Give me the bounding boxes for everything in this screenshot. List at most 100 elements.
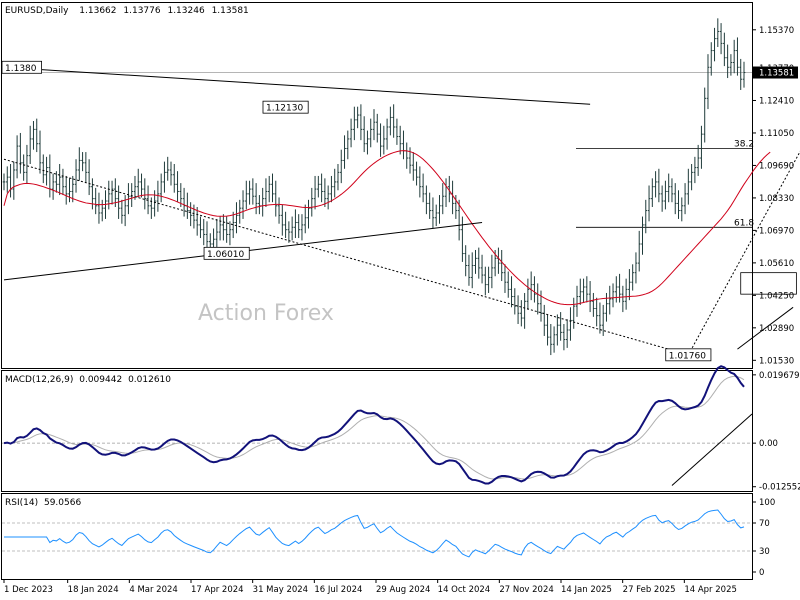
price-annotation: 1.12130 <box>262 100 309 114</box>
ohlc-bar <box>657 168 661 203</box>
rsi-axis-label: 70 <box>759 519 770 529</box>
ohlc-bar <box>326 185 330 210</box>
ohlc-bar <box>415 161 418 186</box>
macd-signal-line <box>3 375 745 480</box>
ohlc-bar <box>503 264 507 293</box>
time-axis-label: 27 Nov 2024 <box>499 585 553 595</box>
ohlc-bar <box>133 175 137 200</box>
ohlc-bar <box>634 252 638 284</box>
ohlc-bar <box>431 197 435 229</box>
ohlc-bar <box>637 230 641 272</box>
ohlc-bar <box>359 104 363 141</box>
ohlc-bar <box>238 199 242 224</box>
ohlc-bar <box>78 147 81 181</box>
fib-level-label: 61.8 <box>734 218 754 228</box>
ohlc-bar <box>143 178 147 210</box>
ohlc-bar <box>94 187 97 215</box>
ohlc-bar <box>719 23 723 55</box>
ohlc-bar <box>402 130 405 160</box>
ohlc-bar <box>693 156 697 184</box>
ohlc-bar <box>448 175 451 203</box>
time-axis-label: 14 Jan 2025 <box>561 585 612 595</box>
ohlc-bar <box>477 247 481 279</box>
ohlc-bar <box>562 324 566 351</box>
ohlc-bar <box>497 247 500 274</box>
ohlc-bar <box>156 180 160 212</box>
price-annotation: 1.01760 <box>665 348 712 361</box>
ohlc-bar <box>542 304 546 336</box>
time-axis-label: 17 Apr 2024 <box>191 585 244 595</box>
high-value: 1.13776 <box>123 6 160 16</box>
price-annotation: 1.1380 <box>1 60 42 74</box>
ohlc-bar <box>228 221 232 246</box>
ohlc-bar <box>241 190 245 219</box>
ohlc-bar <box>41 154 45 184</box>
ohlc-bar <box>38 130 42 174</box>
ohlc-bar <box>533 276 536 303</box>
time-axis-label: 14 Apr 2025 <box>684 585 737 595</box>
ohlc-bar <box>601 304 605 336</box>
ohlc-bar <box>303 204 307 234</box>
open-value: 1.13662 <box>79 6 116 16</box>
ohlc-bar <box>323 178 327 207</box>
ohlc-bar <box>628 269 631 301</box>
ohlc-bar <box>58 164 61 196</box>
macd-layer <box>2 365 753 486</box>
ohlc-bar <box>343 135 346 169</box>
ohlc-bar <box>169 161 173 186</box>
price-axis-label: 1.09690 <box>759 161 794 171</box>
ohlc-bar <box>470 252 474 289</box>
ohlc-bar <box>74 159 78 193</box>
ohlc-bar <box>595 297 598 327</box>
ohlc-bar <box>271 173 274 203</box>
ohlc-bar <box>330 175 333 203</box>
ohlc-bar <box>254 183 258 215</box>
ohlc-bar <box>163 161 166 193</box>
ohlc-bar <box>333 168 337 198</box>
ohlc-bar <box>434 204 438 227</box>
ohlc-bar <box>687 168 690 205</box>
annotation-box <box>203 246 250 260</box>
macd-value-2: 0.012610 <box>128 375 171 385</box>
ohlc-bar <box>631 264 634 291</box>
ohlc-bar <box>660 185 664 212</box>
ohlc-bar <box>28 125 32 165</box>
ohlc-bar <box>647 185 651 222</box>
ohlc-bar <box>339 149 343 184</box>
time-axis-label: 1 Dec 2023 <box>4 585 53 595</box>
ohlc-bar <box>641 216 644 255</box>
ohlc-bar <box>215 218 219 250</box>
ohlc-bar <box>683 183 687 215</box>
ohlc-bar <box>336 164 340 191</box>
close-value: 1.13581 <box>212 6 249 16</box>
ohlc-bar <box>372 109 376 141</box>
ohlc-bar <box>706 54 710 110</box>
ohlc-bar <box>225 216 228 243</box>
ohlc-bar <box>651 178 654 207</box>
ohlc-bar <box>19 132 22 174</box>
time-axis-label: 29 Aug 2024 <box>376 585 430 595</box>
ohlc-bar <box>277 197 281 224</box>
ohlc-bar <box>32 121 35 150</box>
ohlc-bar <box>274 180 278 217</box>
rsi-line <box>4 509 745 558</box>
ohlc-bar <box>428 192 431 219</box>
price-axis-label: 1.04250 <box>759 291 794 301</box>
ohlc-bar <box>300 214 304 241</box>
ohlc-bar <box>588 281 592 313</box>
ohlc-bar <box>441 183 445 215</box>
ohlc-bar <box>100 199 104 222</box>
ohlc-bar <box>457 199 461 241</box>
ohlc-bar <box>313 175 317 210</box>
ohlc-bar <box>261 187 264 217</box>
axis-layer: 1.153701.137701.124101.110501.096901.083… <box>3 26 800 595</box>
time-axis-label: 27 Feb 2025 <box>623 585 676 595</box>
ohlc-bar <box>556 314 559 346</box>
ohlc-bar <box>245 180 248 210</box>
rsi-value: 59.0566 <box>44 498 81 508</box>
ohlc-bar <box>670 178 674 203</box>
ohlc-bar <box>107 180 111 210</box>
ohlc-bar <box>146 185 150 215</box>
ohlc-bar <box>615 276 618 303</box>
ohlc-bar <box>605 292 608 322</box>
